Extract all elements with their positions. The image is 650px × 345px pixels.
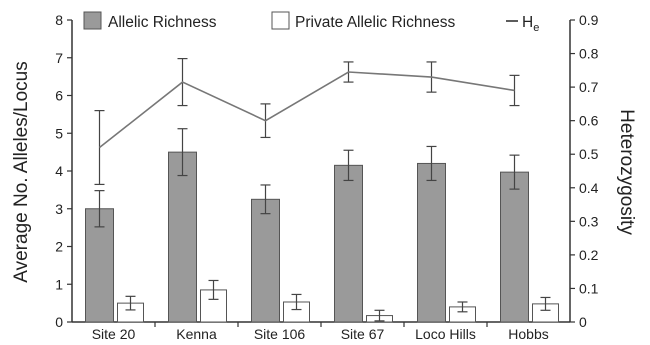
legend-swatch-allelic-richness bbox=[83, 11, 102, 30]
y-axis-title: Average No. Alleles/Locus bbox=[11, 61, 32, 282]
tick-labels: 0 1 2 3 4 5 6 7 8 0 0.1 0.2 0.3 0.4 0.5 0.6 0.7 0.8 0.9 Sit… bbox=[55, 12, 598, 342]
y2-tick-label: 0.5 bbox=[579, 146, 599, 162]
y2-tick-label: 0.4 bbox=[579, 180, 599, 196]
y2-tick-label: 0 bbox=[579, 314, 587, 330]
x-tick-label: Kenna bbox=[176, 326, 217, 342]
x-tick-label: Loco Hills bbox=[415, 326, 476, 342]
y2-tick-label: 0.2 bbox=[579, 247, 599, 263]
legend-swatch-private-allelic-richness bbox=[271, 11, 290, 30]
y2-tick-label: 0.7 bbox=[579, 79, 599, 95]
x-tick-label: Site 67 bbox=[341, 326, 385, 342]
bar-allelic-richness bbox=[334, 164, 363, 323]
legend: Allelic Richness Private Allelic Richness… bbox=[83, 11, 539, 34]
bar-allelic-richness bbox=[168, 151, 197, 323]
heterozygosity-line bbox=[99, 71, 515, 149]
y-tick-label: 2 bbox=[55, 239, 63, 255]
x-tick-label: Hobbs bbox=[508, 326, 548, 342]
legend-label-heterozygosity: He bbox=[522, 14, 539, 34]
legend-label-he-main: H bbox=[522, 14, 533, 31]
bar-allelic-richness bbox=[500, 171, 529, 323]
heterozygosity-line-group bbox=[99, 71, 515, 149]
y-tick-label: 6 bbox=[55, 88, 63, 104]
y-tick-label: 4 bbox=[55, 163, 63, 179]
legend-label-allelic-richness: Allelic Richness bbox=[108, 14, 217, 31]
bar-allelic-richness bbox=[85, 208, 114, 323]
axes bbox=[67, 19, 575, 327]
y-tick-label: 3 bbox=[55, 201, 63, 217]
bars bbox=[85, 151, 559, 323]
y2-tick-label: 0.8 bbox=[579, 46, 599, 62]
y2-tick-label: 0.1 bbox=[579, 280, 599, 296]
y-tick-label: 0 bbox=[55, 314, 63, 330]
y-tick-label: 5 bbox=[55, 125, 63, 141]
y-tick-label: 8 bbox=[55, 12, 63, 28]
bar-allelic-richness bbox=[251, 198, 280, 323]
y-tick-label: 1 bbox=[55, 276, 63, 292]
legend-label-private-allelic-richness: Private Allelic Richness bbox=[295, 14, 455, 31]
x-tick-label: Site 20 bbox=[92, 326, 136, 342]
y2-axis-title: Heterozygosity bbox=[616, 109, 637, 235]
bar-allelic-richness bbox=[417, 162, 446, 323]
y2-tick-label: 0.6 bbox=[579, 113, 599, 129]
x-tick-label: Site 106 bbox=[254, 326, 306, 342]
y-tick-label: 7 bbox=[55, 50, 63, 66]
y2-tick-label: 0.9 bbox=[579, 12, 599, 28]
y2-tick-label: 0.3 bbox=[579, 213, 599, 229]
legend-label-he-subscript: e bbox=[533, 22, 539, 34]
